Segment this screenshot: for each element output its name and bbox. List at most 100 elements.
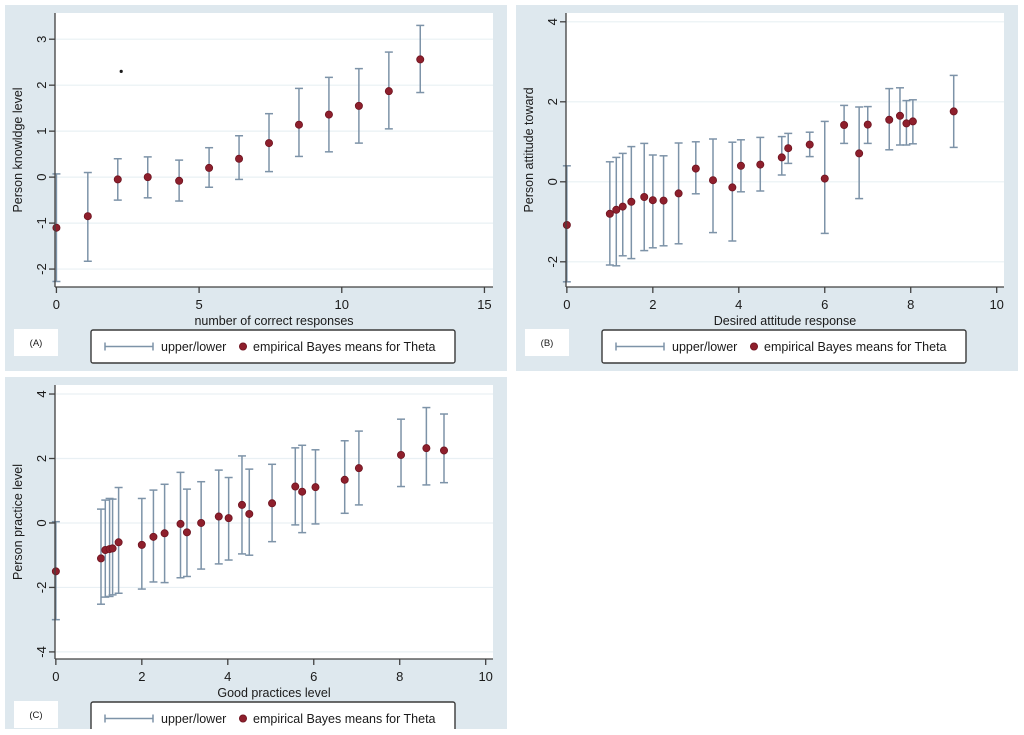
y-tick-label: -1 <box>34 217 49 229</box>
mean-dot <box>820 174 829 183</box>
mean-dot <box>214 512 223 521</box>
mean-dot <box>618 202 627 211</box>
mean-dot <box>96 554 105 563</box>
mean-dot <box>691 164 700 173</box>
legend-means-label: empirical Bayes means for Theta <box>253 712 436 726</box>
point-group <box>855 106 864 200</box>
y-tick-label: 2 <box>34 82 49 89</box>
point-group <box>659 155 668 247</box>
mean-dot <box>83 212 92 221</box>
mean-dot <box>397 450 406 459</box>
x-axis-label: Desired attitude response <box>714 314 856 328</box>
x-tick-label: 8 <box>907 297 914 312</box>
point-group <box>605 161 614 266</box>
chart-a: 0 5 10 15 -2 -1 0 1 2 3 number of correct response… <box>5 5 507 371</box>
panel-tag-box <box>525 329 569 356</box>
mean-dot <box>176 519 185 528</box>
legend-upper-lower-label: upper/lower <box>161 340 226 354</box>
point-group <box>51 520 60 621</box>
point-group <box>137 497 146 590</box>
y-tick-label: -2 <box>34 263 49 275</box>
mean-dot <box>648 196 657 205</box>
legend-means-label: empirical Bayes means for Theta <box>764 340 947 354</box>
point-group <box>397 418 406 488</box>
point-group <box>805 131 814 158</box>
panel-tag: (A) <box>30 338 43 349</box>
mean-dot <box>143 173 152 182</box>
mean-dot <box>52 223 61 232</box>
mean-dot <box>160 529 169 538</box>
mean-dot <box>805 140 814 149</box>
plot-area <box>55 385 493 659</box>
point-group <box>205 146 214 188</box>
point-group <box>840 104 849 145</box>
mean-dot <box>863 120 872 129</box>
mean-dot <box>340 475 349 484</box>
point-group <box>96 508 105 605</box>
point-group <box>562 165 571 283</box>
legend-mean-glyph <box>749 342 758 351</box>
mean-dot <box>197 518 206 527</box>
point-group <box>224 476 233 561</box>
x-tick-label: 6 <box>310 669 317 684</box>
mean-dot <box>354 464 363 473</box>
mean-dot <box>298 487 307 496</box>
mean-dot <box>235 154 244 163</box>
mean-dot <box>224 514 233 523</box>
point-group <box>311 449 320 525</box>
mean-dot <box>562 220 571 229</box>
mean-dot <box>840 121 849 130</box>
panel-b: 0 2 4 6 8 10 -2 0 2 4 Desired attitude response Per… <box>516 5 1018 376</box>
x-tick-label: 10 <box>989 297 1003 312</box>
chart-c: 0 2 4 6 8 10 -4 -2 0 2 4 Good practices level Person… <box>5 377 507 735</box>
point-group <box>197 480 206 570</box>
y-axis-label: Person practice level <box>11 464 25 580</box>
point-group <box>245 468 254 556</box>
mean-dot <box>149 532 158 541</box>
chart-b: 0 2 4 6 8 10 -2 0 2 4 Desired attitude response Per… <box>516 5 1018 371</box>
point-group <box>340 440 349 515</box>
point-group <box>422 406 431 486</box>
x-axis-label: number of correct responses <box>194 314 353 328</box>
mean-dot <box>51 567 60 576</box>
legend-box: upper/lower empirical Bayes means for The… <box>90 329 456 364</box>
mean-dot <box>205 163 214 172</box>
point-group <box>149 489 158 583</box>
y-axis-label: Person knowldge level <box>11 87 25 212</box>
mean-dot <box>245 509 254 518</box>
mean-dot <box>354 101 363 110</box>
stray-dot <box>119 69 123 73</box>
point-group <box>268 463 277 543</box>
mean-dot <box>175 176 184 185</box>
point-group <box>83 171 92 263</box>
x-axis-label: Good practices level <box>217 686 330 700</box>
panel-tag-box <box>14 329 58 356</box>
legend-upper-lower-label: upper/lower <box>161 712 226 726</box>
mean-dot <box>114 538 123 547</box>
y-tick-label: 0 <box>34 174 49 181</box>
point-group <box>627 145 636 260</box>
point-group <box>784 132 793 165</box>
x-tick-label: 0 <box>52 669 59 684</box>
panel-tag: (B) <box>541 338 554 349</box>
point-group <box>143 156 152 199</box>
y-axis-label: Person attitude toward <box>522 87 536 212</box>
point-group <box>291 447 300 526</box>
point-group <box>902 99 911 146</box>
point-group <box>885 87 894 151</box>
point-group <box>863 105 872 145</box>
point-group <box>175 159 184 202</box>
x-tick-label: 4 <box>735 297 742 312</box>
point-group <box>354 67 363 144</box>
panel-tag-box <box>14 701 58 728</box>
mean-dot <box>237 500 246 509</box>
mean-dot <box>908 117 917 126</box>
y-tick-label: -2 <box>545 256 560 268</box>
point-group <box>709 138 718 234</box>
mean-dot <box>439 446 448 455</box>
point-group <box>640 142 649 252</box>
point-group <box>354 430 363 506</box>
mean-dot <box>384 87 393 96</box>
mean-dot <box>885 115 894 124</box>
point-group <box>949 74 958 149</box>
